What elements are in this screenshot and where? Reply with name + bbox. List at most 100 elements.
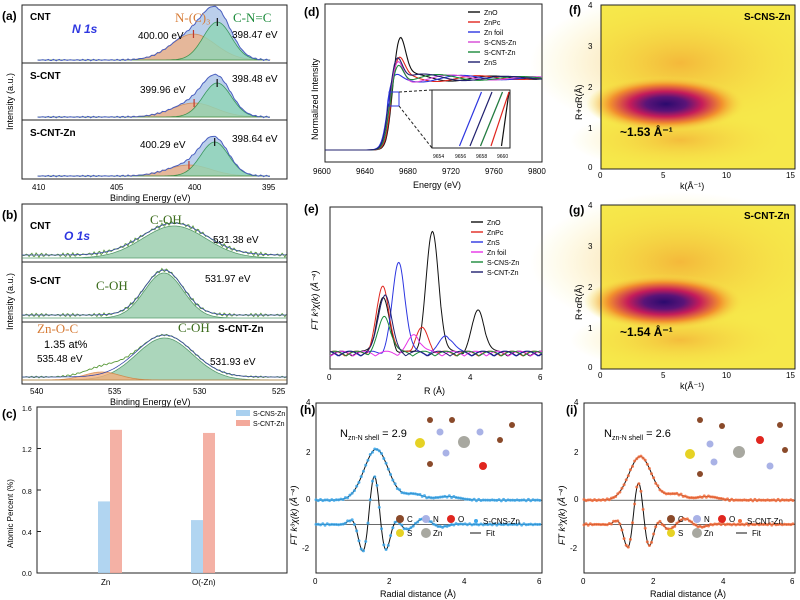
data-marker (791, 499, 795, 503)
panel-c-ylabel: Atomic Percent (%) (6, 479, 15, 548)
legend-data-marker (474, 519, 478, 523)
data-marker (607, 498, 611, 502)
data-marker (348, 493, 352, 497)
data-marker (418, 518, 422, 522)
panel-h-ytick: 0 (306, 495, 311, 504)
panel-a-ylabel: Intensity (a.u.) (5, 73, 15, 130)
data-marker (350, 491, 354, 495)
data-marker (402, 491, 406, 495)
data-marker (502, 497, 506, 501)
data-marker (465, 497, 469, 501)
legend-label: Zn foil (487, 250, 507, 257)
inset-tick: 9658 (476, 154, 487, 160)
data-marker (685, 517, 689, 521)
data-marker (468, 522, 472, 526)
panel-b: (b) CNT O 1s C-OH 531.38 eV S-CNT C-OH 5… (2, 203, 288, 407)
data-marker (459, 496, 463, 500)
fit-envelope (22, 269, 287, 316)
data-marker (643, 458, 647, 462)
ft-zn-foil (329, 334, 542, 357)
data-marker (409, 491, 413, 495)
data-marker (533, 522, 537, 526)
data-marker (373, 475, 377, 479)
panel-b-e-3: 531.93 eV (210, 357, 256, 368)
panel-i-xtick: 2 (651, 577, 656, 586)
panel-i: (i) Nzn-N shell = 2.6 C N O S (557, 398, 796, 599)
panel-h-xtick: 0 (313, 577, 318, 586)
data-marker (389, 534, 393, 538)
data-marker (364, 540, 368, 544)
data-marker (434, 523, 438, 527)
data-marker (380, 527, 384, 531)
panel-d-xtick: 9680 (399, 167, 417, 176)
panel-b-sample-1: CNT (30, 221, 51, 232)
data-marker (515, 498, 519, 502)
data-marker (616, 519, 620, 523)
panel-c-ytick: 1.6 (22, 406, 32, 413)
panel-b-e-zn: 535.48 eV (37, 354, 83, 365)
data-marker (337, 498, 341, 502)
panel-g-ytick: 0 (588, 363, 593, 372)
legend-atom-label: N (704, 515, 710, 524)
data-marker (535, 498, 539, 502)
data-marker (463, 497, 467, 501)
panel-i-xtick: 6 (790, 577, 795, 586)
bar-s-cns-zn (98, 501, 110, 573)
fit-envelope (22, 222, 287, 256)
data-marker (603, 523, 607, 527)
data-marker (524, 499, 528, 503)
panel-f-ytick: 1 (588, 124, 593, 133)
panel-a-peak-nc3: N-(C)₃ (175, 10, 211, 25)
peak-zn-o-c (22, 371, 287, 381)
data-marker (533, 498, 537, 502)
atom-c (719, 423, 725, 429)
data-marker (488, 522, 492, 526)
legend-label: ZnO (487, 220, 501, 227)
panel-a-xlabel: Binding Energy (eV) (110, 193, 191, 203)
panel-i-ytick: 2 (574, 448, 579, 457)
data-marker (413, 492, 417, 496)
data-marker (493, 498, 497, 502)
data-marker (626, 545, 630, 549)
legend-label: Zn foil (484, 30, 504, 37)
legend-fit-label: Fit (486, 529, 496, 538)
panel-i-xtick: 4 (721, 577, 726, 586)
data-marker (359, 475, 363, 479)
panel-e-frame (329, 206, 543, 370)
data-marker (339, 497, 343, 501)
data-marker (677, 520, 681, 524)
data-marker (314, 522, 318, 526)
legend-atom-o (447, 515, 455, 523)
data-marker (493, 522, 497, 526)
panel-d-label: (d) (304, 5, 319, 19)
panel-h-xtick: 6 (537, 577, 542, 586)
panel-h-ytick: -2 (302, 544, 310, 553)
data-marker (391, 526, 395, 530)
legend-label: S-CNS-Zn (253, 411, 285, 418)
legend-label: S-CNT-Zn (487, 270, 519, 277)
data-marker (361, 549, 365, 553)
fit-magnitude (584, 455, 794, 501)
data-marker (479, 498, 483, 502)
panel-h-note: Nzn-N shell = 2.9 (340, 428, 407, 442)
panel-f-ytick: 3 (588, 42, 593, 51)
data-marker (474, 499, 478, 503)
panel-g-xtick: 10 (722, 371, 731, 380)
legend-atom-n (422, 515, 430, 523)
panel-d-xtick: 9800 (528, 167, 546, 176)
panel-c-ytick: 1.2 (22, 447, 32, 454)
data-marker (688, 496, 691, 500)
legend-data-label: S-CNT-Zn (747, 517, 783, 526)
data-marker (450, 495, 454, 499)
panel-f-xlabel: k(Å⁻¹) (680, 181, 704, 191)
data-marker (377, 449, 381, 453)
data-marker (346, 519, 350, 523)
peak-coh (22, 272, 287, 319)
panel-d-zoom-connector (398, 105, 433, 149)
data-marker (432, 522, 436, 526)
panel-a-e2-1: 398.47 eV (232, 30, 278, 41)
data-marker (413, 521, 417, 525)
data-marker (586, 523, 590, 527)
data-marker (679, 518, 683, 522)
